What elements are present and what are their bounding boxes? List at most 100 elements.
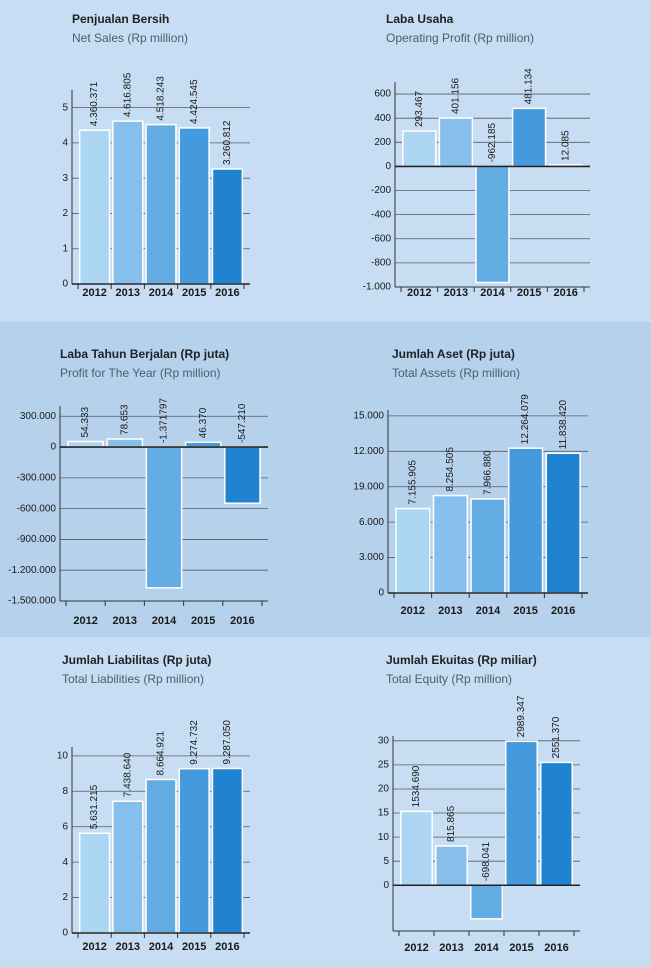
data-label: 78.653 bbox=[119, 404, 130, 435]
x-tick-label: 2012 bbox=[404, 942, 428, 954]
chart-title: Jumlah Liabilitas (Rp juta) bbox=[62, 653, 211, 667]
bar bbox=[402, 130, 437, 168]
data-label: -1.371797 bbox=[159, 398, 170, 443]
x-tick-label: 2015 bbox=[191, 615, 215, 627]
bar bbox=[178, 767, 210, 934]
y-tick-label: 15.000 bbox=[353, 411, 384, 422]
data-label: 1534.690 bbox=[411, 765, 422, 807]
x-tick-label: 2014 bbox=[152, 615, 177, 627]
y-tick-label: -900.000 bbox=[17, 534, 57, 545]
bar bbox=[112, 120, 144, 285]
x-tick-label: 2014 bbox=[480, 287, 505, 299]
x-tick-label: 2016 bbox=[551, 605, 575, 617]
data-label: 46.370 bbox=[198, 407, 209, 438]
y-tick-label: 0 bbox=[50, 442, 56, 453]
y-tick-label: 0 bbox=[62, 279, 68, 290]
y-tick-label: 600 bbox=[374, 89, 391, 100]
y-tick-label: 19.000 bbox=[353, 481, 384, 492]
data-label: 5.631.215 bbox=[89, 784, 100, 829]
data-label: 12.085 bbox=[560, 130, 571, 161]
y-tick-label: -1.500.000 bbox=[8, 596, 56, 607]
bar bbox=[545, 452, 581, 594]
data-label: 4.360.371 bbox=[89, 81, 100, 126]
data-label: 3.260.812 bbox=[222, 120, 233, 165]
data-label: 293.467 bbox=[414, 90, 425, 127]
data-label: 4.616.805 bbox=[122, 72, 133, 117]
y-tick-label: 6 bbox=[62, 821, 68, 832]
data-label: 481.134 bbox=[524, 68, 535, 105]
bar bbox=[211, 767, 244, 934]
data-label: 7.155.905 bbox=[407, 460, 418, 505]
y-tick-label: 1 bbox=[62, 243, 68, 254]
x-tick-label: 2016 bbox=[230, 615, 254, 627]
bar bbox=[78, 832, 111, 934]
data-label: 401.156 bbox=[451, 77, 462, 114]
y-tick-label: 30 bbox=[378, 735, 390, 746]
y-tick-label: 0 bbox=[385, 161, 391, 172]
y-tick-label: 4 bbox=[62, 138, 68, 149]
y-tick-label: 200 bbox=[374, 137, 391, 148]
y-tick-label: 8 bbox=[62, 786, 68, 797]
x-tick-label: 2016 bbox=[553, 287, 577, 299]
bar bbox=[511, 107, 547, 168]
y-tick-label: 10 bbox=[57, 750, 69, 761]
y-tick-label: 3.000 bbox=[359, 552, 384, 563]
bar bbox=[211, 168, 244, 285]
chart-title: Jumlah Ekuitas (Rp miliar) bbox=[386, 653, 537, 667]
bar bbox=[470, 498, 506, 594]
x-tick-label: 2015 bbox=[182, 287, 206, 299]
bar bbox=[178, 127, 210, 285]
data-label: 4.424.545 bbox=[189, 79, 200, 124]
bar bbox=[400, 810, 433, 887]
x-tick-label: 2015 bbox=[517, 287, 541, 299]
y-tick-label: -600 bbox=[371, 233, 391, 244]
chart-subtitle: Net Sales (Rp million) bbox=[72, 31, 188, 45]
data-label: -547.210 bbox=[237, 403, 248, 443]
x-tick-label: 2013 bbox=[438, 605, 462, 617]
data-label: 8.254.505 bbox=[445, 447, 456, 492]
data-label: 9.287.050 bbox=[222, 720, 233, 765]
chart-title: Laba Usaha bbox=[386, 12, 454, 26]
bar bbox=[507, 447, 544, 594]
chart-title: Penjualan Bersih bbox=[72, 12, 169, 26]
y-tick-label: -1.200.000 bbox=[8, 565, 56, 576]
y-tick-label: -800 bbox=[371, 258, 391, 269]
y-tick-label: 0 bbox=[383, 880, 389, 891]
y-tick-label: 2 bbox=[62, 892, 68, 903]
bar bbox=[505, 740, 538, 887]
x-tick-label: 2016 bbox=[215, 941, 239, 953]
bar bbox=[438, 117, 474, 168]
bar bbox=[145, 446, 183, 589]
x-tick-label: 2015 bbox=[509, 942, 533, 954]
chart-subtitle: Total Assets (Rp million) bbox=[392, 366, 520, 380]
bar bbox=[435, 845, 468, 887]
chart-subtitle: Total Equity (Rp million) bbox=[386, 672, 512, 686]
data-label: 2989.347 bbox=[516, 695, 527, 737]
bar bbox=[112, 800, 144, 934]
x-tick-label: 2014 bbox=[476, 605, 501, 617]
y-tick-label: -1.000 bbox=[363, 282, 392, 293]
data-label: 7.438.640 bbox=[122, 752, 133, 797]
data-label: 12.264.079 bbox=[520, 394, 531, 444]
y-tick-label: -200 bbox=[371, 185, 391, 196]
bar bbox=[106, 438, 144, 448]
chart-subtitle: Profit for The Year (Rp million) bbox=[60, 366, 221, 380]
y-tick-label: 0 bbox=[62, 928, 68, 939]
data-label: 7.966.880 bbox=[483, 450, 494, 495]
bar bbox=[78, 129, 111, 285]
x-tick-label: 2013 bbox=[444, 287, 468, 299]
x-tick-label: 2012 bbox=[73, 615, 97, 627]
data-label: 815.865 bbox=[446, 805, 457, 842]
x-tick-label: 2012 bbox=[82, 287, 106, 299]
bar bbox=[470, 884, 503, 920]
data-label: 4.518.243 bbox=[156, 76, 167, 121]
y-tick-label: 0 bbox=[378, 588, 384, 599]
bar bbox=[145, 778, 177, 934]
x-tick-label: 2013 bbox=[439, 942, 463, 954]
y-tick-label: 10 bbox=[378, 832, 390, 843]
bar bbox=[395, 507, 431, 594]
data-label: -962.185 bbox=[487, 122, 498, 162]
x-tick-label: 2015 bbox=[182, 941, 206, 953]
y-tick-label: 4 bbox=[62, 857, 68, 868]
